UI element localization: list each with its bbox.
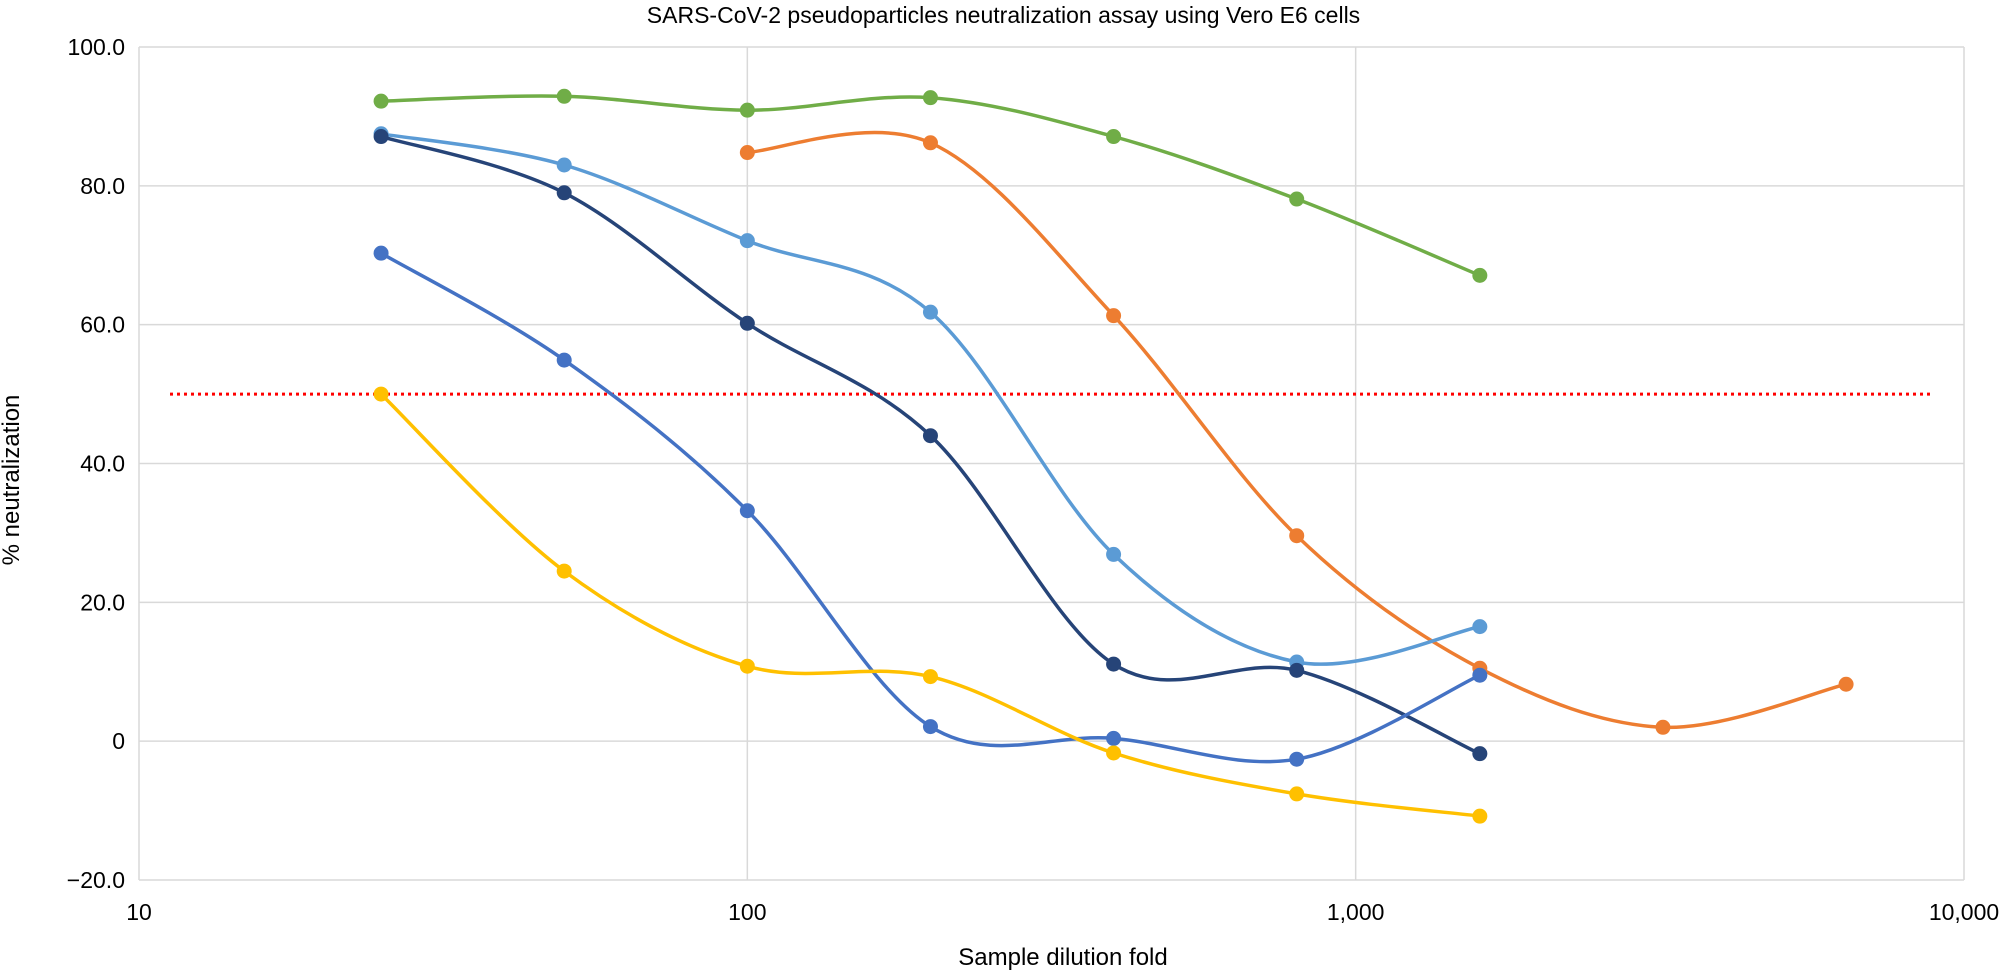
data-point (1289, 786, 1305, 802)
data-point (739, 315, 755, 331)
series-layer (373, 88, 1854, 824)
data-point (556, 352, 572, 368)
data-point (373, 386, 389, 402)
series-line (379, 132, 1482, 666)
series-1 (373, 88, 1488, 283)
data-point (556, 157, 572, 173)
y-tick-label: 20.0 (80, 589, 125, 615)
x-tick-label: 100 (728, 899, 766, 925)
x-tick-label: 1,000 (1327, 899, 1385, 925)
tick-labels: −20.0 0 20.0 40.0 60.0 80.0 100.0 10 100 1,000 10,… (67, 34, 1999, 925)
data-point (922, 669, 938, 685)
data-point (1472, 619, 1488, 635)
data-point (739, 503, 755, 519)
data-point (1289, 751, 1305, 767)
series-line (745, 130, 1848, 730)
data-point (922, 304, 938, 320)
y-tick-label: 40.0 (80, 451, 125, 477)
series-4 (373, 129, 1488, 762)
data-point (556, 88, 572, 104)
y-tick-label: 60.0 (80, 312, 125, 338)
data-point (739, 233, 755, 249)
x-axis-title: Sample dilution fold (958, 944, 1167, 971)
data-point (922, 719, 938, 735)
data-point (1289, 662, 1305, 678)
data-point (922, 428, 938, 444)
grid (138, 46, 1965, 881)
data-point (556, 185, 572, 201)
chart-title: SARS-CoV-2 pseudoparticles neutralizatio… (646, 2, 1361, 28)
y-tick-label: −20.0 (67, 867, 125, 893)
data-point (1289, 191, 1305, 207)
data-point (1106, 308, 1122, 324)
data-point (1472, 667, 1488, 683)
series-line (379, 134, 1482, 756)
data-point (739, 145, 755, 161)
data-point (739, 658, 755, 674)
series-5 (373, 245, 1488, 767)
series-6 (373, 386, 1488, 824)
series-line (379, 251, 1482, 764)
data-point (373, 129, 389, 145)
data-point (373, 93, 389, 109)
data-point (1289, 528, 1305, 544)
data-point (1106, 730, 1122, 746)
x-tick-label: 10,000 (1929, 899, 1999, 925)
data-point (1106, 546, 1122, 562)
data-point (922, 90, 938, 106)
data-point (1106, 656, 1122, 672)
data-point (922, 135, 938, 151)
data-point (373, 245, 389, 261)
y-tick-label: 80.0 (80, 173, 125, 199)
data-point (1472, 808, 1488, 824)
data-point (1472, 746, 1488, 762)
data-point (1106, 745, 1122, 761)
y-tick-label: 0 (112, 728, 125, 754)
x-tick-label: 10 (126, 899, 152, 925)
data-point (1106, 129, 1122, 145)
series-2 (739, 130, 1854, 735)
data-point (1472, 267, 1488, 283)
data-point (1838, 676, 1854, 692)
series-line (379, 392, 1482, 818)
data-point (556, 563, 572, 579)
y-tick-label: 100.0 (67, 34, 125, 60)
data-point (739, 102, 755, 118)
data-point (1655, 719, 1671, 735)
y-axis-title: % neutralization (0, 395, 25, 566)
